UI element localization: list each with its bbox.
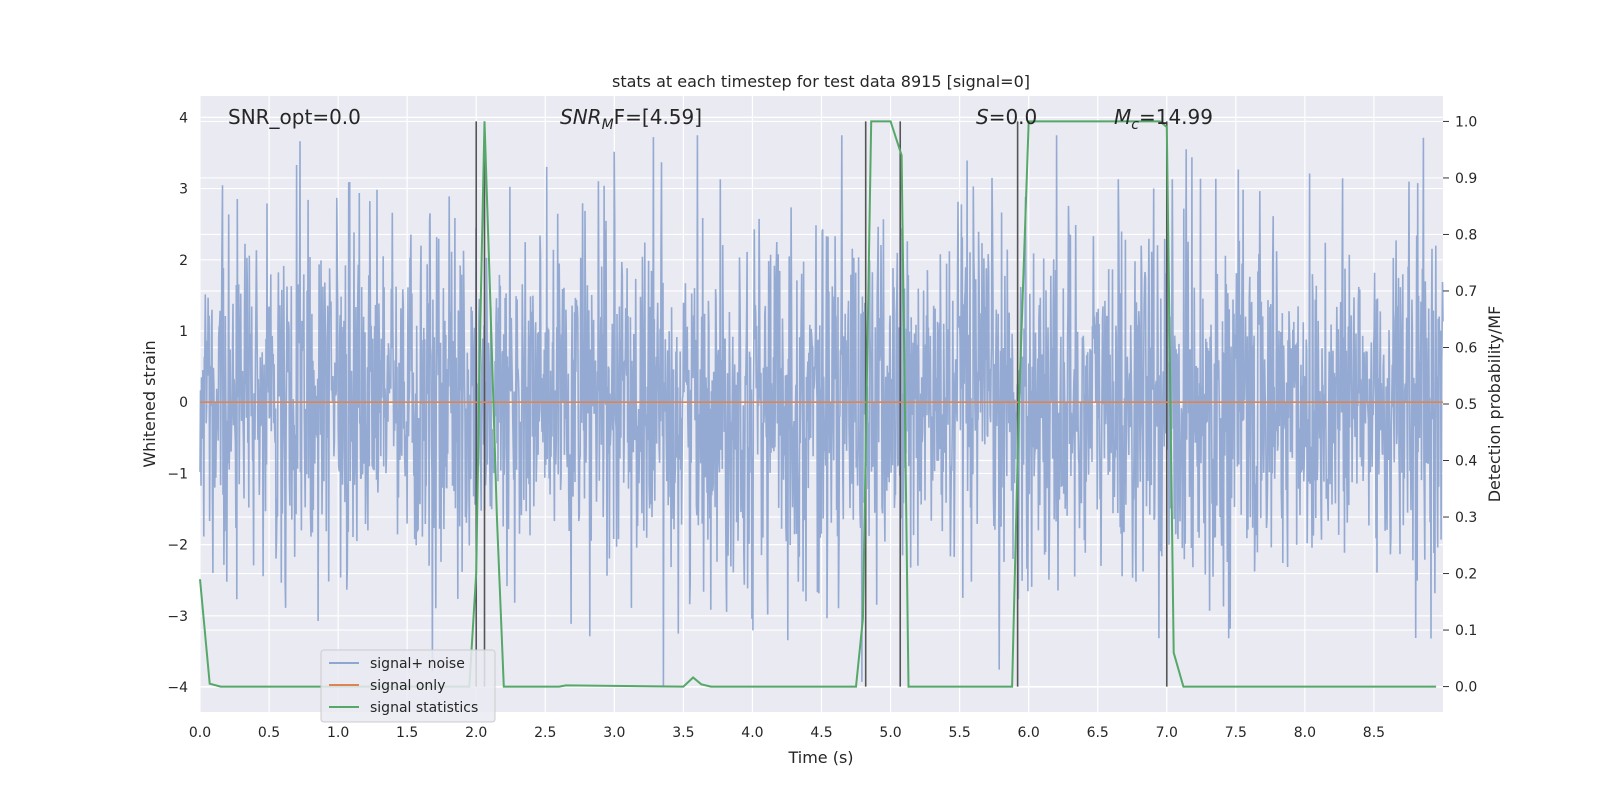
- annotation-s-var: S: [976, 105, 989, 129]
- y-right-tick-label-0: 0.0: [1455, 680, 1477, 696]
- y-right-tick-label-3: 0.3: [1455, 510, 1477, 526]
- annotation-mc: Mc=14.99: [1114, 105, 1213, 133]
- x-tick-label-5: 2.5: [534, 725, 556, 741]
- annotation-snr-mf-base: SNR: [560, 105, 602, 129]
- annotation-mc-var: M: [1114, 105, 1131, 129]
- y-left-tick-label-8: 4: [179, 110, 188, 126]
- chart-title: stats at each timestep for test data 891…: [612, 72, 1030, 91]
- x-tick-label-7: 3.5: [672, 725, 694, 741]
- x-tick-label-4: 2.0: [465, 725, 487, 741]
- y-left-tick-label-3: −1: [167, 466, 188, 482]
- y-left-tick-label-4: 0: [179, 395, 188, 411]
- x-tick-label-11: 5.5: [948, 725, 970, 741]
- legend-label-statistics: signal statistics: [370, 700, 478, 716]
- y-right-tick-label-4: 0.4: [1455, 454, 1477, 470]
- y-left-tick-label-0: −4: [167, 680, 188, 696]
- y-right-tick-label-9: 0.9: [1455, 171, 1477, 187]
- y-axis-label-right: Detection probability/MF: [1485, 306, 1504, 503]
- x-tick-label-14: 7.0: [1156, 725, 1178, 741]
- annotation-snr-mf-sub: M: [602, 117, 614, 133]
- x-axis-label: Time (s): [787, 748, 853, 767]
- annotation-mc-tail: =14.99: [1139, 105, 1213, 129]
- y-right-tick-label-1: 0.1: [1455, 623, 1477, 639]
- x-tick-label-3: 1.5: [396, 725, 418, 741]
- x-tick-label-13: 6.5: [1087, 725, 1109, 741]
- annotation-snr-mf-tail: F=[4.59]: [614, 105, 702, 129]
- series-signal-noise: [199, 135, 1444, 688]
- y-right-tick-label-7: 0.7: [1455, 284, 1477, 300]
- x-tick-label-16: 8.0: [1294, 725, 1316, 741]
- legend: signal+ noise signal only signal statist…: [320, 649, 496, 723]
- x-tick-label-15: 7.5: [1225, 725, 1247, 741]
- x-tick-label-6: 3.0: [603, 725, 625, 741]
- y-right-tick-label-8: 0.8: [1455, 227, 1477, 243]
- annotation-s-tail: =0.0: [989, 105, 1038, 129]
- legend-box: [320, 649, 496, 723]
- y-left-tick-label-6: 2: [179, 253, 188, 269]
- x-tick-label-0: 0.0: [189, 725, 211, 741]
- y-axis-label-left: Whitened strain: [140, 340, 159, 467]
- x-tick-label-2: 1.0: [327, 725, 349, 741]
- y-left-tick-label-5: 1: [179, 324, 188, 340]
- legend-label-signal-only: signal only: [370, 678, 445, 694]
- annotation-mc-sub: c: [1131, 117, 1139, 133]
- legend-label-noise: signal+ noise: [370, 656, 465, 672]
- annotation-s: S=0.0: [976, 105, 1037, 129]
- statistics-line: [199, 120, 1437, 688]
- x-tick-label-12: 6.0: [1018, 725, 1040, 741]
- x-tick-label-10: 5.0: [879, 725, 901, 741]
- y-right-tick-label-5: 0.5: [1455, 397, 1477, 413]
- tick-labels: 0.0 0.5 1.0 1.5 2.0 2.5 3.0 3.5 4.0 4.5 5.0 5.5 6.0 6…: [167, 110, 1477, 741]
- x-tick-label-8: 4.0: [741, 725, 763, 741]
- annotation-snr-opt: SNR_opt=0.0: [228, 105, 361, 129]
- y-left-tick-label-2: −2: [167, 538, 188, 554]
- annotation-snr-mf: SNRMF=[4.59]: [560, 105, 702, 133]
- x-tick-label-17: 8.5: [1363, 725, 1385, 741]
- series-signal-statistics: [199, 120, 1437, 688]
- x-tick-label-9: 4.5: [810, 725, 832, 741]
- x-tick-label-1: 0.5: [258, 725, 280, 741]
- y-left-tick-label-1: −3: [167, 609, 188, 625]
- y-right-tick-label-2: 0.2: [1455, 567, 1477, 583]
- y-left-tick-label-7: 3: [179, 182, 188, 198]
- y-right-tick-label-10: 1.0: [1455, 114, 1477, 130]
- y-right-tick-label-6: 0.6: [1455, 340, 1477, 356]
- noise-line: [199, 135, 1444, 688]
